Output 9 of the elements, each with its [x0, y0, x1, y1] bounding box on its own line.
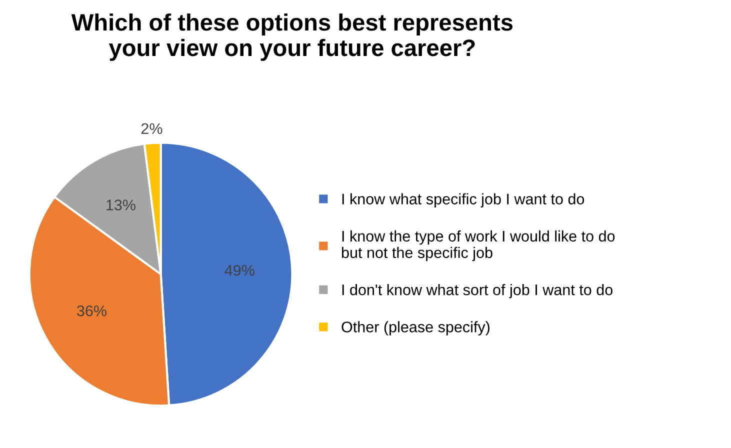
legend-label: I know the type of work I would like to do but not the specific job	[342, 230, 615, 262]
legend-label: I know what specific job I want to do	[342, 193, 584, 208]
legend-label: Other (please specify)	[342, 321, 490, 336]
data-label: 49%	[224, 264, 254, 276]
data-label: 36%	[77, 305, 106, 316]
data-label: 13%	[106, 200, 136, 210]
legend-label: I don't know what sort of job I want to do	[342, 284, 612, 298]
chart-title: Which of these options best represents your view on your future career?	[71, 13, 513, 61]
data-label: 2%	[141, 123, 162, 134]
